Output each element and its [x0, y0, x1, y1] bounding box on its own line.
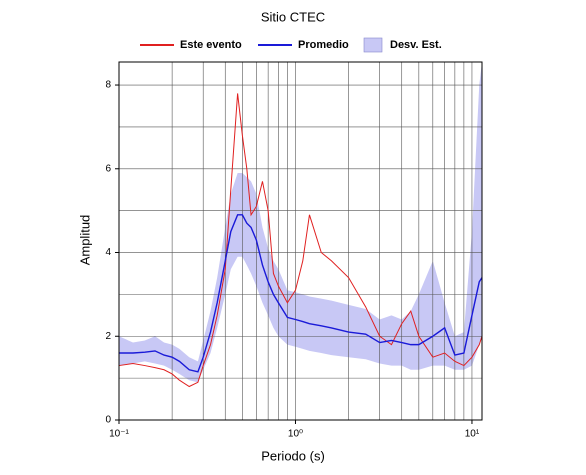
y-tick-label: 8 — [105, 80, 111, 91]
y-tick-label: 2 — [105, 331, 111, 342]
x-tick-label: 10⁰ — [288, 429, 303, 440]
chart-title: Sitio CTEC — [261, 9, 325, 24]
x-tick-label: 10⁻¹ — [109, 429, 129, 440]
y-tick-label: 4 — [105, 247, 111, 258]
plot-frame — [118, 61, 483, 421]
y-tick-label: 6 — [105, 163, 111, 174]
series-line — [119, 214, 483, 373]
legend-label: Promedio — [298, 39, 349, 51]
x-tick-label: 10¹ — [465, 429, 480, 440]
y-tick-label: 0 — [105, 415, 111, 426]
legend-swatch — [363, 37, 383, 53]
legend-label: Este evento — [180, 39, 242, 51]
std-band — [119, 62, 482, 383]
series-line — [118, 93, 483, 388]
y-axis-label: Amplitud — [77, 215, 92, 266]
legend-label: Desv. Est. — [390, 39, 442, 51]
x-axis-label: Periodo (s) — [261, 448, 325, 463]
